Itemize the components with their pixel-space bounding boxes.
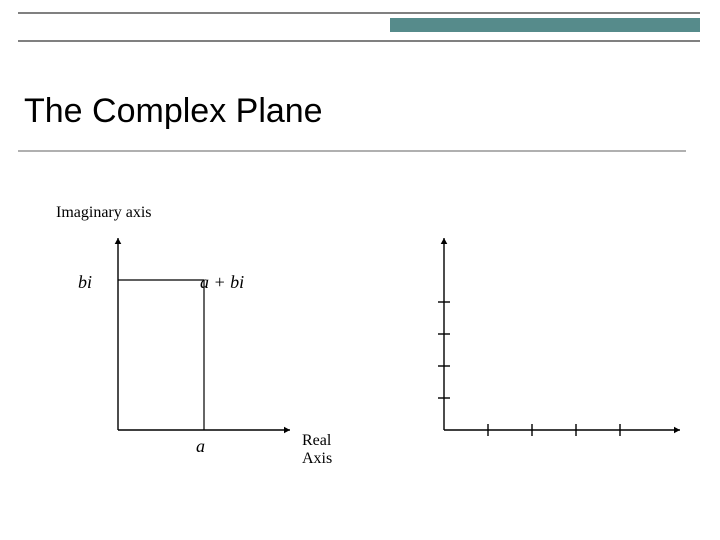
diagram-svg — [0, 0, 720, 540]
